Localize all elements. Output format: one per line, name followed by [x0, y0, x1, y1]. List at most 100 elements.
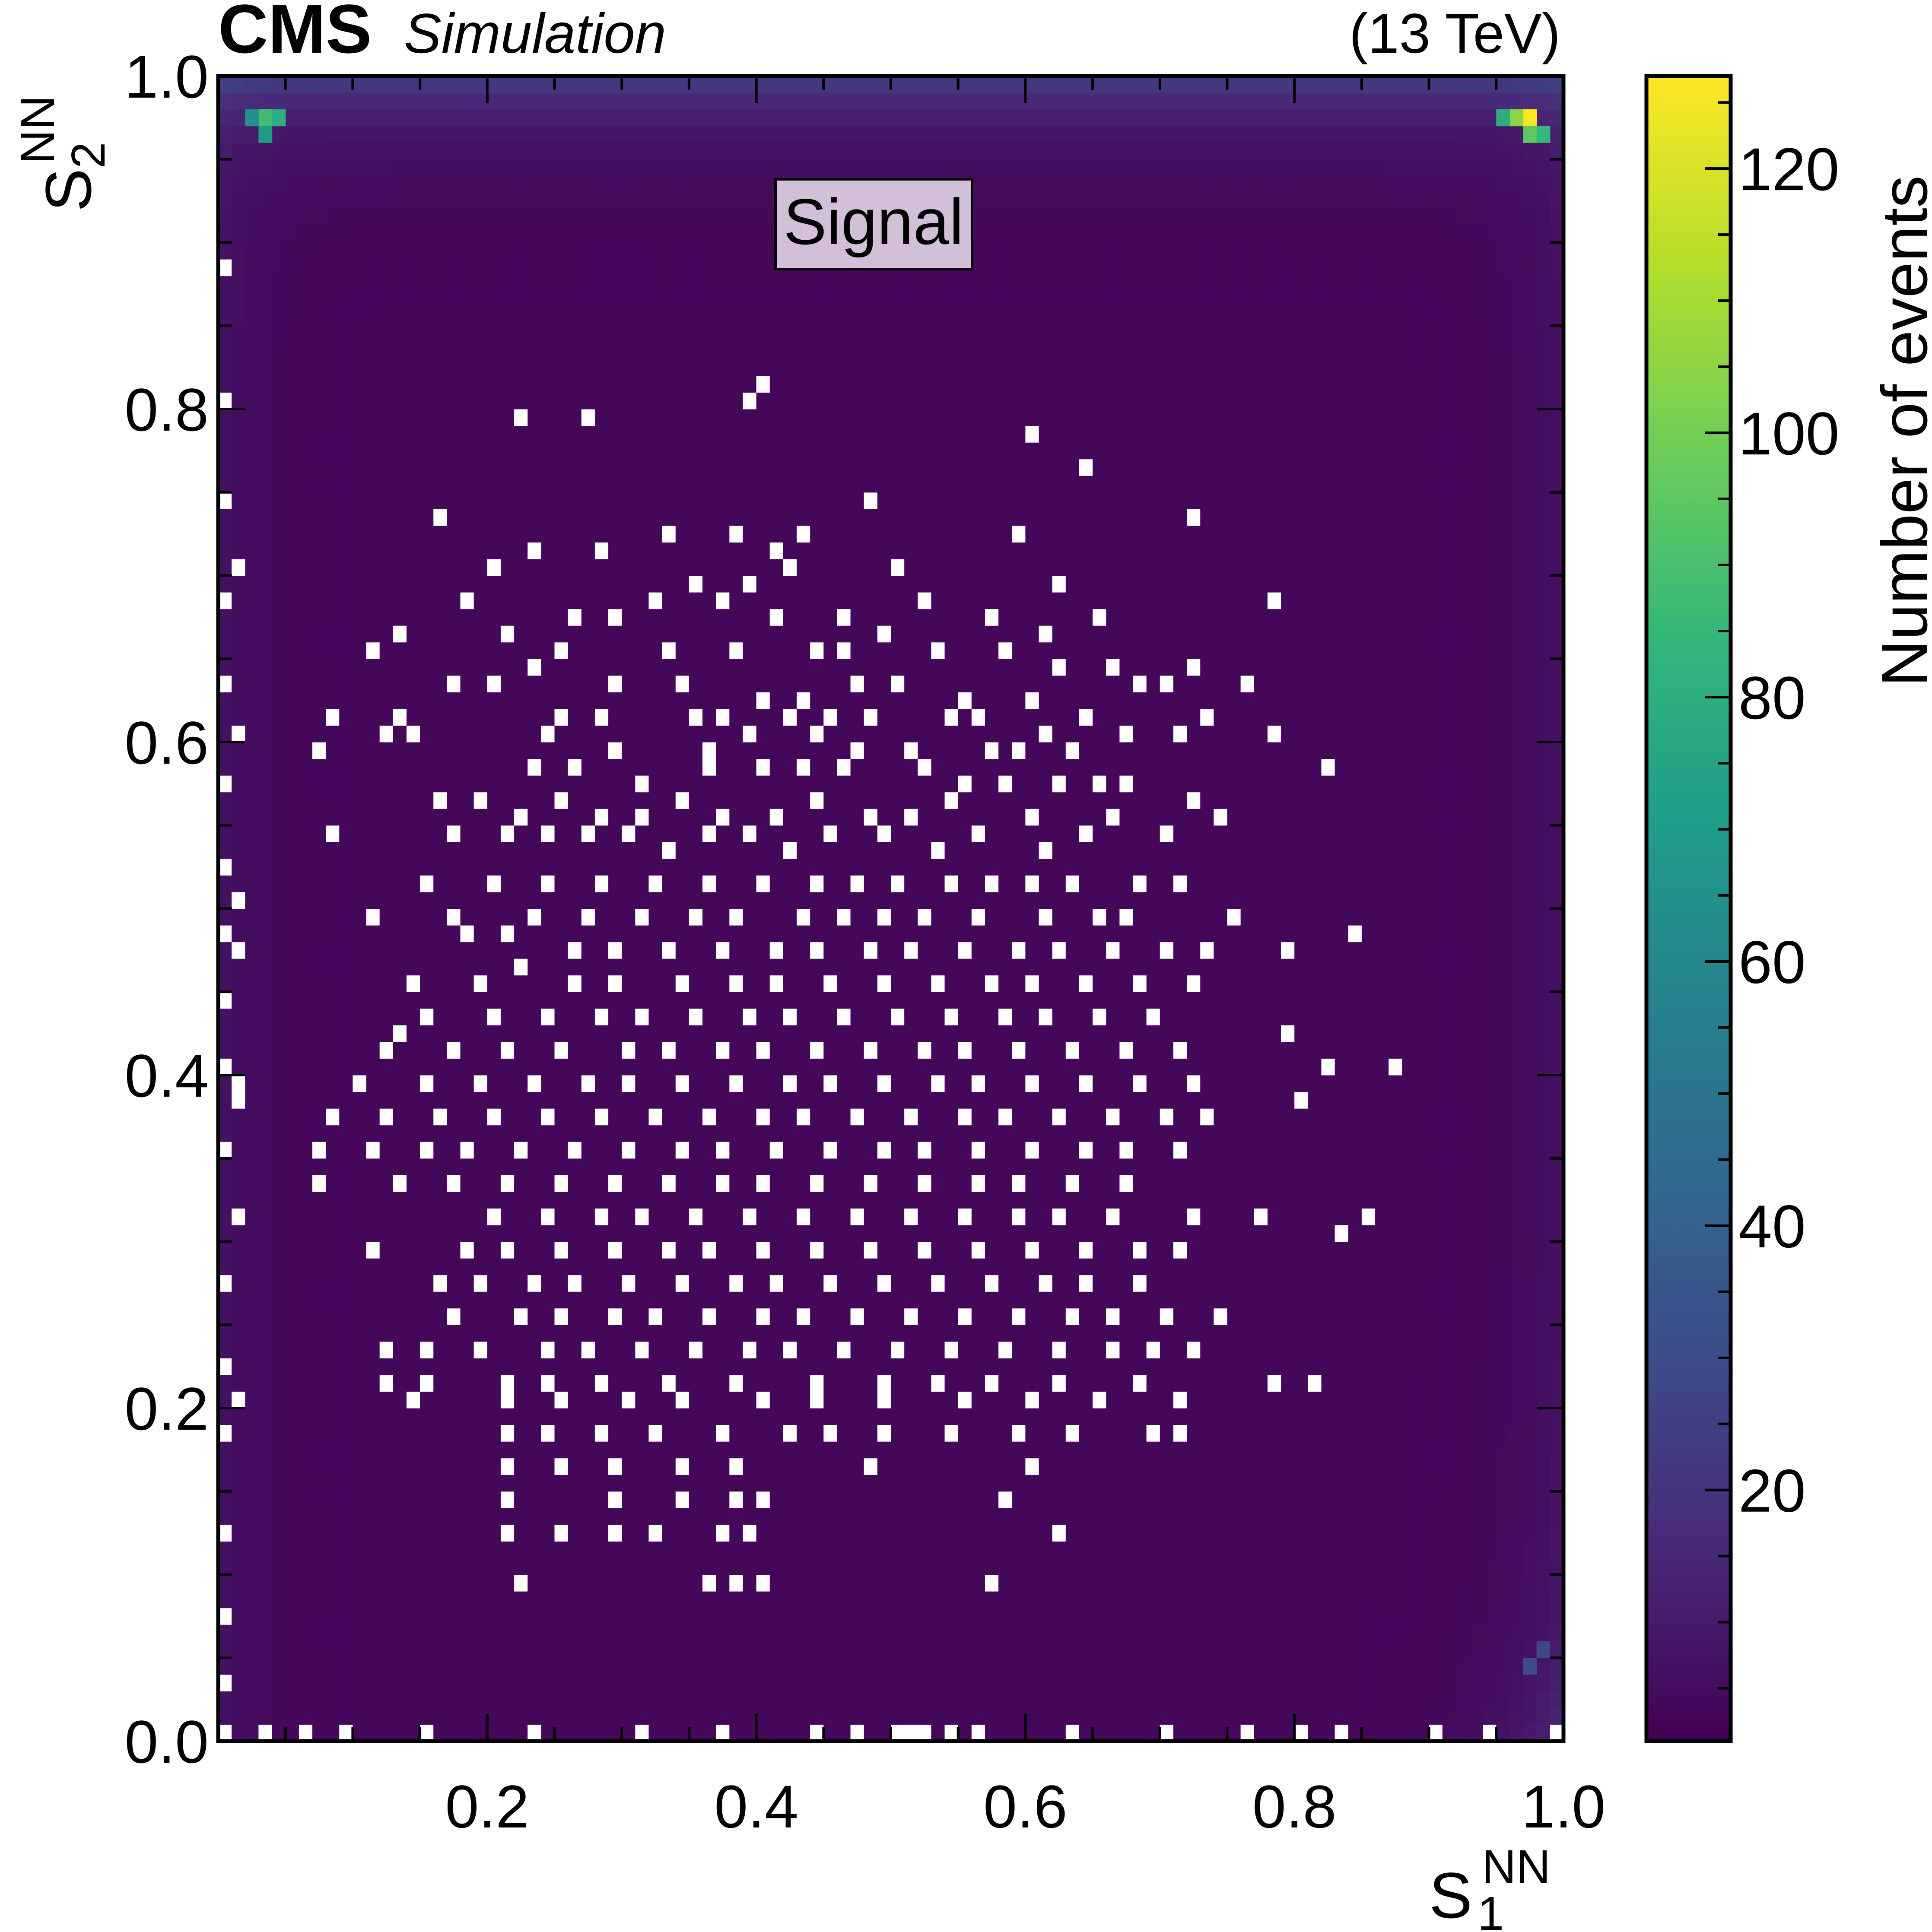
heatmap-cell — [353, 1658, 367, 1675]
heatmap-cell — [326, 659, 340, 676]
heatmap-cell — [823, 592, 838, 609]
heatmap-cell — [514, 659, 528, 676]
heatmap-cell — [420, 1724, 434, 1742]
heatmap-cell — [702, 708, 716, 726]
heatmap-cell — [366, 1458, 380, 1475]
heatmap-cell — [810, 1142, 824, 1159]
heatmap-cell — [420, 675, 434, 692]
heatmap-cell — [743, 1158, 757, 1175]
heatmap-cell — [487, 92, 501, 110]
heatmap-cell — [379, 1674, 394, 1691]
heatmap-cell — [716, 642, 730, 659]
heatmap-cell — [527, 708, 541, 726]
heatmap-cell — [554, 575, 569, 593]
heatmap-cell — [420, 708, 434, 726]
heatmap-cell — [608, 292, 622, 310]
heatmap-cell — [245, 1325, 259, 1342]
heatmap-cell — [500, 76, 515, 93]
heatmap-cell — [702, 109, 716, 127]
heatmap-cell — [326, 625, 340, 643]
heatmap-cell — [527, 409, 541, 426]
heatmap-cell — [232, 1075, 245, 1092]
heatmap-cell — [702, 309, 716, 326]
heatmap-cell — [420, 1241, 434, 1259]
heatmap-cell — [353, 1491, 367, 1508]
heatmap-cell — [662, 1574, 676, 1592]
heatmap-cell — [406, 1624, 420, 1642]
heatmap-cell — [379, 1308, 394, 1325]
heatmap-cell — [675, 842, 690, 859]
heatmap-cell — [702, 1408, 716, 1425]
heatmap-cell — [326, 1275, 340, 1292]
heatmap-cell — [285, 1358, 299, 1375]
heatmap-cell — [837, 1541, 851, 1558]
heatmap-cell — [433, 375, 447, 393]
heatmap-cell — [406, 509, 420, 526]
heatmap-cell — [810, 459, 824, 476]
heatmap-cell — [635, 708, 649, 726]
heatmap-cell — [366, 1608, 380, 1625]
heatmap-cell — [272, 1191, 286, 1209]
heatmap-cell — [648, 1308, 663, 1325]
heatmap-cell — [326, 775, 340, 793]
heatmap-cell — [837, 1241, 851, 1259]
heatmap-cell — [420, 1291, 434, 1309]
heatmap-cell — [743, 725, 757, 742]
heatmap-cell — [689, 725, 703, 742]
heatmap-cell — [756, 1724, 770, 1742]
heatmap-cell — [339, 126, 353, 143]
heatmap-cell — [850, 276, 864, 293]
heatmap-cell — [285, 659, 299, 676]
heatmap-cell — [379, 1241, 394, 1259]
heatmap-cell — [232, 92, 245, 110]
heatmap-cell — [272, 1408, 286, 1425]
heatmap-cell — [837, 858, 851, 876]
heatmap-cell — [366, 575, 380, 593]
heatmap-cell — [433, 1241, 447, 1259]
heatmap-cell — [689, 309, 703, 326]
heatmap-cell — [420, 825, 434, 842]
heatmap-cell — [648, 1491, 663, 1508]
heatmap-cell — [232, 875, 245, 892]
heatmap-cell — [877, 425, 891, 443]
heatmap-cell — [743, 342, 757, 359]
heatmap-cell — [608, 1508, 622, 1525]
heatmap-cell — [433, 442, 447, 460]
heatmap-cell — [797, 925, 810, 942]
heatmap-cell — [648, 1707, 663, 1725]
heatmap-cell — [864, 1358, 878, 1375]
heatmap-cell — [353, 942, 367, 959]
heatmap-cell — [608, 1225, 622, 1242]
heatmap-cell — [379, 509, 394, 526]
heatmap-cell — [299, 1258, 313, 1275]
heatmap-cell — [594, 476, 609, 493]
heatmap-cell — [353, 1158, 367, 1175]
heatmap-cell — [232, 309, 245, 326]
heatmap-cell — [527, 1408, 541, 1425]
heatmap-cell — [379, 1208, 394, 1225]
heatmap-cell — [326, 525, 340, 542]
heatmap-cell — [232, 76, 245, 93]
heatmap-cell — [527, 858, 541, 876]
heatmap-cell — [299, 1358, 313, 1375]
heatmap-cell — [729, 925, 744, 942]
heatmap-cell — [326, 492, 340, 509]
heatmap-cell — [568, 1475, 582, 1492]
heatmap-cell — [662, 542, 676, 559]
heatmap-cell — [581, 1225, 595, 1242]
heatmap-cell — [783, 1558, 797, 1575]
heatmap-cell — [312, 292, 326, 310]
heatmap-cell — [433, 1041, 447, 1059]
heatmap-cell — [850, 1041, 864, 1059]
heatmap-cell — [729, 1125, 744, 1142]
heatmap-cell — [326, 342, 340, 359]
heatmap-cell — [353, 958, 367, 976]
heatmap-cell — [312, 1591, 326, 1608]
heatmap-cell — [527, 1724, 541, 1742]
heatmap-cell — [433, 891, 447, 909]
heatmap-cell — [420, 209, 434, 226]
heatmap-cell — [312, 509, 326, 526]
heatmap-cell — [877, 442, 891, 460]
heatmap-cell — [272, 1125, 286, 1142]
heatmap-cell — [326, 143, 340, 160]
